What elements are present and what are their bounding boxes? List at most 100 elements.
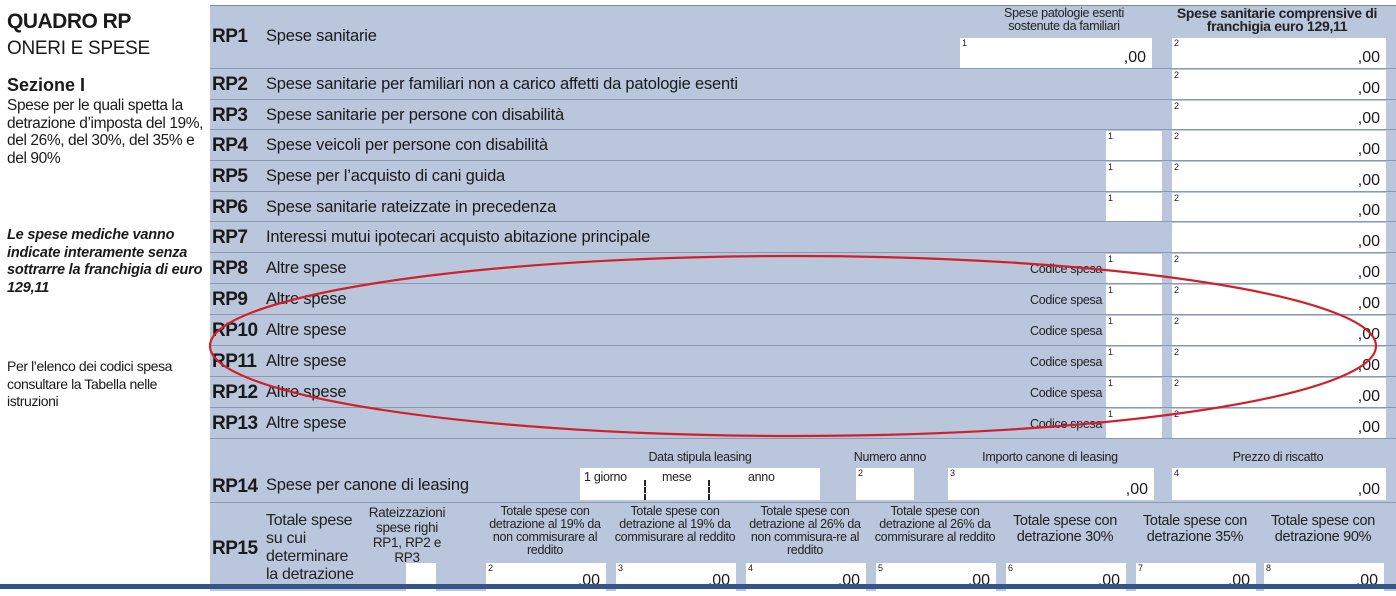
row-code: RP13: [212, 413, 258, 434]
year-number-header: Numero anno: [853, 450, 927, 464]
row-label: Spese sanitarie per persone con disabili…: [266, 106, 564, 124]
row-code: RP10: [212, 320, 258, 341]
redemption-price-field[interactable]: 4,00: [1172, 468, 1386, 500]
row-rp3: RP3 Spese sanitarie per persone con disab…: [210, 100, 1396, 130]
date-separator: [708, 480, 710, 500]
row-label: Spese per l’acquisto di cani guida: [266, 167, 506, 185]
codice-spesa-label: Codice spesa: [1030, 262, 1103, 276]
franchigia-note: Le spese mediche vanno indicate interame…: [7, 227, 203, 296]
rp15-col-label: Totale spese con detrazione al 19% da co…: [614, 504, 736, 544]
header-col2: Spese sanitarie comprensive di franchigi…: [1176, 5, 1378, 34]
rateizzazioni-label: Rateizzazioni spese righi RP1, RP2 e RP3: [368, 505, 446, 565]
field-col1[interactable]: 1: [1106, 162, 1162, 191]
row-label: Spese sanitarie rateizzate in precedenza: [266, 198, 557, 216]
date-field[interactable]: 1 giorno mese anno: [580, 468, 820, 500]
section-title: QUADRO RP: [7, 10, 131, 33]
left-panel: QUADRO RP ONERI E SPESE Sezione I Spese …: [0, 0, 210, 596]
codice-spesa-label: Codice spesa: [1030, 293, 1103, 307]
row-code: RP15: [212, 538, 258, 559]
row-label: Altre spese: [266, 321, 347, 339]
field-col1[interactable]: 1: [1106, 316, 1162, 345]
row-rp11: RP11 Altre spese Codice spesa 1 2,00: [210, 346, 1396, 377]
row-code: RP3: [212, 105, 248, 126]
row-code: RP9: [212, 289, 248, 310]
row-code: RP12: [212, 382, 258, 403]
field-col2[interactable]: 2,00: [1172, 378, 1386, 407]
field-col1[interactable]: 1: [1106, 193, 1162, 221]
field-col2[interactable]: 2,00: [1172, 38, 1386, 68]
codice-spesa-label: Codice spesa: [1030, 355, 1103, 369]
leasing-amount-header: Importo canone di leasing: [982, 450, 1118, 464]
field-col1[interactable]: 1,00: [960, 38, 1152, 68]
field-col1[interactable]: 1: [1106, 347, 1162, 376]
codice-spesa-label: Codice spesa: [1030, 417, 1103, 431]
rp15-col-label: Totale spese con detrazione 90%: [1270, 513, 1376, 545]
row-rp2: RP2 Spese sanitarie per familiari non a c…: [210, 69, 1396, 100]
rp15-col-label: Totale spese con detrazione al 26% da no…: [749, 504, 861, 557]
row-label: Spese per canone di leasing: [266, 476, 469, 494]
field-col2[interactable]: 2,00: [1172, 254, 1386, 283]
row-code: RP14: [212, 476, 258, 497]
rp15-col-label: Totale spese con detrazione al 26% da co…: [874, 504, 996, 544]
row-label: Altre spese: [266, 259, 347, 277]
field-col1[interactable]: 1: [1106, 378, 1162, 407]
row-code: RP2: [212, 74, 248, 95]
field-col2[interactable]: 2,00: [1172, 131, 1386, 160]
row-label: Spese sanitarie per familiari non a cari…: [266, 75, 738, 93]
section-description: Spese per le quali spetta la detrazione …: [7, 97, 204, 167]
row-rp6: RP6 Spese sanitarie rateizzate in precede…: [210, 192, 1396, 222]
field-col2[interactable]: 2,00: [1172, 193, 1386, 221]
row-label: Altre spese: [266, 383, 347, 401]
bottom-bar: [0, 584, 1396, 589]
field-col2[interactable]: 2,00: [1172, 70, 1386, 99]
row-label: Altre spese: [266, 352, 347, 370]
row-rp8: RP8 Altre spese Codice spesa 1 2,00: [210, 253, 1396, 284]
row-code: RP6: [212, 197, 248, 218]
codice-spesa-label: Codice spesa: [1030, 324, 1103, 338]
field-col1[interactable]: 1: [1106, 254, 1162, 283]
date-header: Data stipula leasing: [648, 450, 752, 464]
rp15-col-label: Totale spese con detrazione 30%: [1012, 513, 1118, 545]
section-heading: Sezione I: [7, 75, 86, 95]
month-label: mese: [662, 470, 692, 484]
row-rp10: RP10 Altre spese Codice spesa 1 2,00: [210, 315, 1396, 346]
codes-note: Per l’elenco dei codici spesa consultare…: [7, 358, 173, 409]
row-label: Interessi mutui ipotecari acquisto abita…: [266, 228, 651, 246]
field-col2[interactable]: 2,00: [1172, 347, 1386, 376]
row-code: RP5: [212, 166, 248, 187]
year-number-field[interactable]: 2: [856, 468, 914, 500]
redemption-price-header: Prezzo di riscatto: [1232, 450, 1324, 464]
row-rp1: RP1 Spese sanitarie 1,00 2,00: [210, 6, 1396, 69]
row-code: RP1: [212, 26, 248, 47]
day-label: 1 giorno: [584, 470, 627, 484]
row-code: RP8: [212, 258, 248, 279]
leasing-amount-field[interactable]: 3,00: [948, 468, 1154, 500]
row-rp4: RP4 Spese veicoli per persone con disabil…: [210, 130, 1396, 161]
header-col1: Spese patologie esenti sostenute da fami…: [1004, 6, 1124, 33]
field-col2[interactable]: 2,00: [1172, 409, 1386, 438]
field-col2[interactable]: 2,00: [1172, 162, 1386, 191]
row-rp13: RP13 Altre spese Codice spesa 1 2,00: [210, 408, 1396, 439]
rp15-col-label: Totale spese con detrazione 35%: [1142, 513, 1248, 545]
codice-spesa-label: Codice spesa: [1030, 386, 1103, 400]
field-col2[interactable]: 2,00: [1172, 101, 1386, 129]
field-col2[interactable]: 2,00: [1172, 316, 1386, 345]
rp15-col-label: Totale spese con detrazione al 19% da no…: [489, 504, 601, 557]
row-label: Altre spese: [266, 414, 347, 432]
field-col1[interactable]: 1: [1106, 285, 1162, 314]
row-label: Totale spese su cui determinare la detra…: [266, 512, 354, 583]
row-rp14: RP14 Spese per canone di leasing Data st…: [210, 444, 1396, 503]
row-label: Altre spese: [266, 290, 347, 308]
section-subtitle: ONERI E SPESE: [7, 38, 150, 59]
row-rp9: RP9 Altre spese Codice spesa 1 2,00: [210, 284, 1396, 315]
date-separator: [644, 480, 646, 500]
year-label: anno: [748, 470, 775, 484]
field-col1[interactable]: 1: [1106, 131, 1162, 160]
row-code: RP4: [212, 135, 248, 156]
field-col2[interactable]: ,00: [1172, 223, 1386, 252]
field-col2[interactable]: 2,00: [1172, 285, 1386, 314]
row-rp12: RP12 Altre spese Codice spesa 1 2,00: [210, 377, 1396, 408]
form-table: Spese patologie esenti sostenute da fami…: [210, 5, 1396, 591]
row-code: RP7: [212, 227, 248, 248]
field-col1[interactable]: 1: [1106, 409, 1162, 438]
